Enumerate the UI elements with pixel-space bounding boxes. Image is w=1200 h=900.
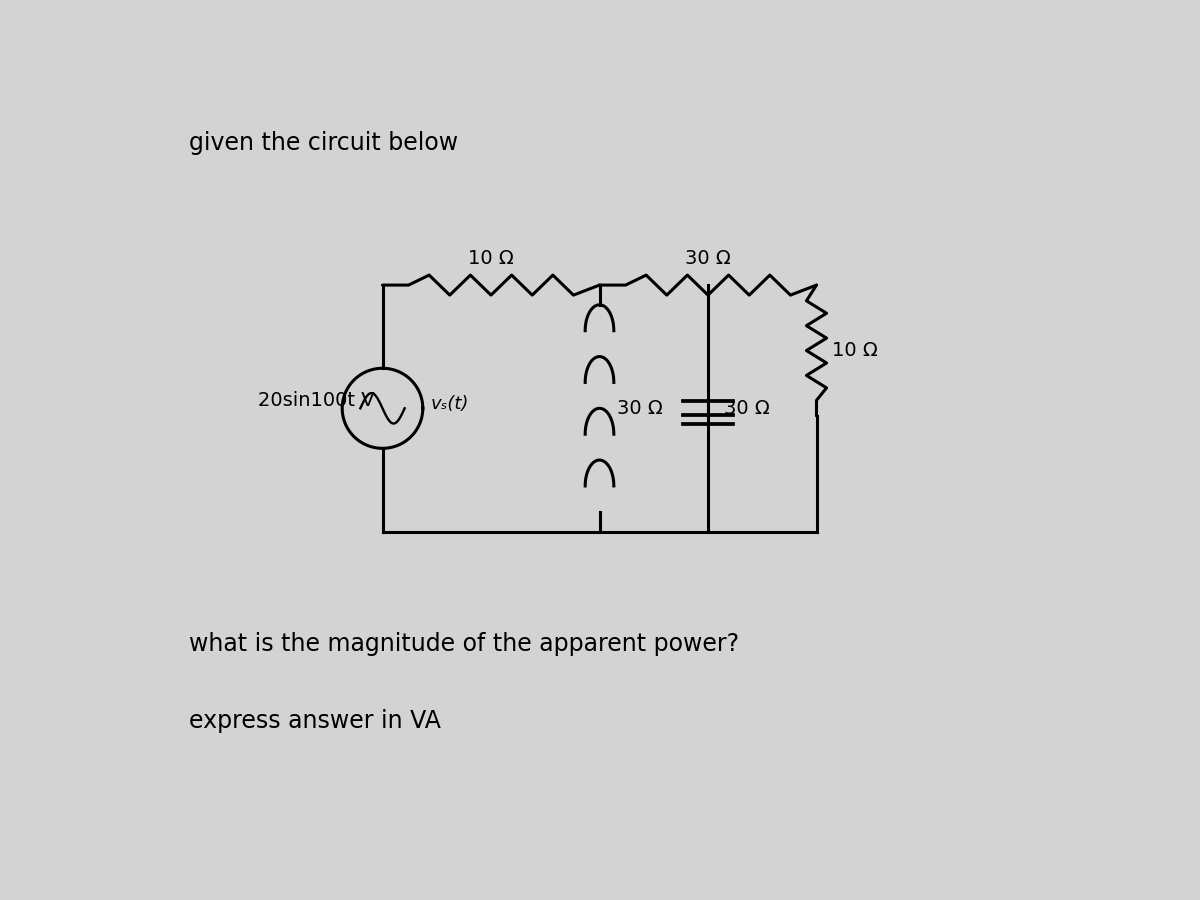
Text: 30 Ω: 30 Ω: [617, 399, 662, 418]
Text: 30 Ω: 30 Ω: [724, 399, 769, 418]
Text: express answer in VA: express answer in VA: [188, 708, 440, 733]
Text: vₛ(t): vₛ(t): [431, 395, 469, 413]
Text: what is the magnitude of the apparent power?: what is the magnitude of the apparent po…: [188, 632, 739, 655]
Text: 30 Ω: 30 Ω: [685, 249, 731, 268]
Text: 10 Ω: 10 Ω: [468, 249, 514, 268]
Text: given the circuit below: given the circuit below: [188, 131, 458, 155]
Text: 10 Ω: 10 Ω: [832, 341, 877, 360]
Text: 20sin100t V: 20sin100t V: [258, 392, 376, 410]
